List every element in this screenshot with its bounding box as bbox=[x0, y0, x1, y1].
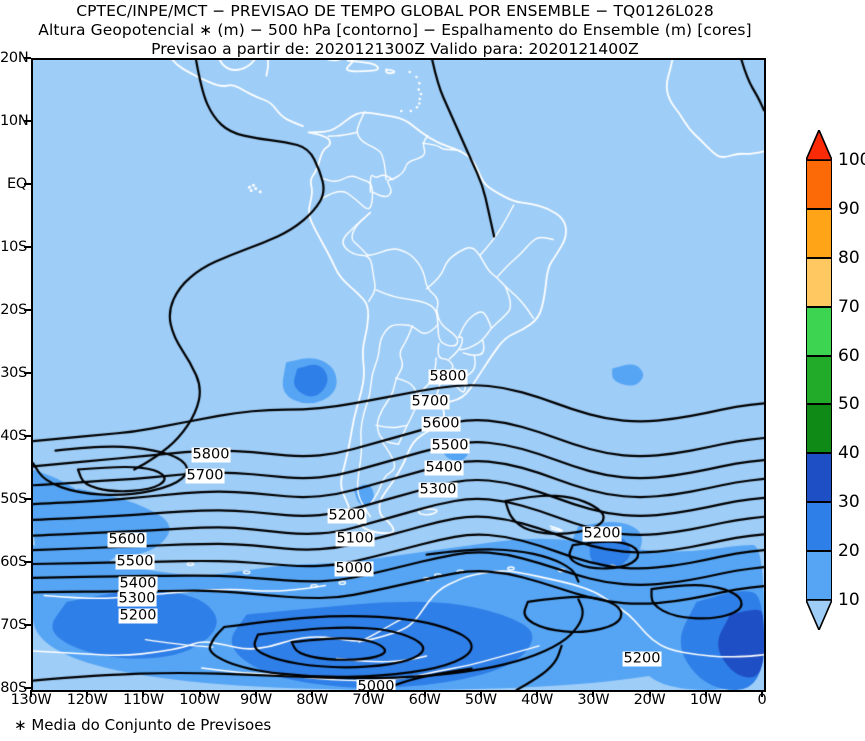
x-tick-label: 60W bbox=[408, 692, 441, 708]
x-tick-mark bbox=[592, 690, 595, 697]
colorbar-extend-max-arrow bbox=[804, 127, 834, 161]
contour-label: 5300 bbox=[117, 590, 157, 607]
x-tick-mark bbox=[423, 690, 426, 697]
y-tick-mark bbox=[24, 687, 31, 689]
y-tick-label: 80S bbox=[0, 680, 27, 696]
y-tick-mark bbox=[24, 57, 31, 59]
colorbar-swatch bbox=[806, 453, 832, 503]
title-block: CPTEC/INPE/MCT − PREVISAO DE TEMPO GLOBA… bbox=[0, 0, 790, 59]
x-tick-mark bbox=[704, 690, 707, 697]
x-tick-label: 0 bbox=[757, 692, 767, 708]
y-tick-mark bbox=[24, 561, 31, 563]
y-tick-label: EQ bbox=[7, 176, 27, 192]
y-tick-mark bbox=[24, 120, 31, 122]
y-tick-label: 10S bbox=[0, 239, 27, 255]
x-tick-label: 120W bbox=[66, 692, 108, 708]
contour-label: 5800 bbox=[428, 368, 468, 385]
y-tick-mark bbox=[24, 498, 31, 500]
x-tick-mark bbox=[198, 690, 201, 697]
chart-title-line1: CPTEC/INPE/MCT − PREVISAO DE TEMPO GLOBA… bbox=[76, 2, 714, 20]
colorbar-tick-label: 60 bbox=[838, 345, 860, 366]
y-tick-label: 70S bbox=[0, 617, 27, 633]
x-tick-mark bbox=[311, 690, 314, 697]
colorbar-swatch bbox=[806, 257, 832, 307]
contour-label: 5500 bbox=[115, 553, 155, 570]
x-tick-mark bbox=[479, 690, 482, 697]
x-tick-label: 80W bbox=[296, 692, 329, 708]
contour-label: 5000 bbox=[334, 560, 374, 577]
footer-note: ∗ Media do Conjunto de Previsoes bbox=[14, 716, 272, 734]
colorbar-tick-label: 10 bbox=[838, 590, 860, 610]
contour-label: 5400 bbox=[424, 459, 464, 476]
y-tick-label: 30S bbox=[0, 365, 27, 381]
colorbar-tick-label: 90 bbox=[838, 198, 860, 219]
x-tick-mark bbox=[86, 690, 89, 697]
contour-label: 5600 bbox=[421, 415, 461, 432]
y-tick-label: 50S bbox=[0, 491, 27, 507]
contour-label: 5500 bbox=[430, 437, 470, 454]
x-tick-label: 130W bbox=[10, 692, 52, 708]
map-plot-area: 5800 5700 5600 5500 5400 5300 5200 5100 5000 5800… bbox=[31, 58, 766, 692]
colorbar-tick-label: 70 bbox=[838, 296, 860, 317]
colorbar-swatch bbox=[806, 306, 832, 356]
y-tick-label: 20N bbox=[0, 50, 29, 66]
colorbar-tick-label: 20 bbox=[838, 541, 860, 562]
colorbar-tick-label: 50 bbox=[838, 394, 860, 415]
colorbar-swatch bbox=[806, 551, 832, 600]
x-tick-label: 40W bbox=[521, 692, 554, 708]
contour-label: 5000 bbox=[356, 679, 396, 690]
colorbar-extend-min-arrow bbox=[804, 599, 834, 633]
x-tick-label: 110W bbox=[123, 692, 164, 708]
y-tick-label: 10N bbox=[0, 113, 29, 129]
colorbar-tick-label: 100 bbox=[838, 150, 865, 170]
x-tick-label: 30W bbox=[577, 692, 610, 708]
x-tick-label: 70W bbox=[352, 692, 385, 708]
y-tick-mark bbox=[24, 246, 31, 248]
contour-label: 5400 bbox=[118, 575, 158, 592]
contour-label: 5200 bbox=[118, 607, 158, 624]
y-tick-mark bbox=[24, 435, 31, 437]
chart-title-line3: Previsao a partir de: 2020121300Z Valido… bbox=[151, 40, 639, 58]
x-tick-mark bbox=[142, 690, 145, 697]
x-tick-label: 100W bbox=[179, 692, 221, 708]
contour-label: 5600 bbox=[107, 531, 147, 548]
x-tick-mark bbox=[761, 690, 763, 697]
contour-label: 5700 bbox=[410, 393, 450, 410]
x-tick-label: 90W bbox=[239, 692, 272, 708]
colorbar: 10 20 30 40 50 60 70 80 90 100 bbox=[804, 127, 865, 633]
contour-label: 5200 bbox=[582, 525, 622, 542]
y-tick-mark bbox=[24, 183, 31, 185]
colorbar-tick-label: 80 bbox=[838, 247, 860, 268]
chart-title-line2: Altura Geopotencial ∗ (m) − 500 hPa [con… bbox=[38, 21, 752, 39]
x-tick-label: 50W bbox=[464, 692, 497, 708]
y-tick-label: 60S bbox=[0, 554, 27, 570]
x-tick-mark bbox=[536, 690, 539, 697]
colorbar-swatch bbox=[806, 160, 832, 209]
contour-label: 5200 bbox=[622, 650, 662, 667]
colorbar-tick-label: 40 bbox=[838, 443, 860, 464]
x-tick-mark bbox=[367, 690, 370, 697]
contour-label: 5100 bbox=[335, 530, 375, 547]
y-tick-mark bbox=[24, 624, 31, 626]
colorbar-swatch bbox=[806, 355, 832, 405]
x-tick-mark bbox=[30, 690, 32, 697]
colorbar-tick-label: 30 bbox=[838, 492, 860, 513]
contour-label: 5800 bbox=[191, 446, 231, 463]
y-tick-label: 40S bbox=[0, 428, 27, 444]
colorbar-swatch bbox=[806, 208, 832, 258]
x-tick-label: 20W bbox=[633, 692, 666, 708]
colorbar-swatch bbox=[806, 502, 832, 552]
y-tick-label: 20S bbox=[0, 302, 27, 318]
x-tick-label: 10W bbox=[689, 692, 722, 708]
x-tick-mark bbox=[254, 690, 257, 697]
y-tick-mark bbox=[24, 372, 31, 374]
contour-label: 5200 bbox=[327, 507, 367, 524]
contour-label: 5300 bbox=[418, 481, 458, 498]
y-tick-mark bbox=[24, 309, 31, 311]
colorbar-swatch bbox=[806, 404, 832, 454]
x-tick-mark bbox=[648, 690, 651, 697]
contour-label: 5700 bbox=[185, 467, 225, 484]
